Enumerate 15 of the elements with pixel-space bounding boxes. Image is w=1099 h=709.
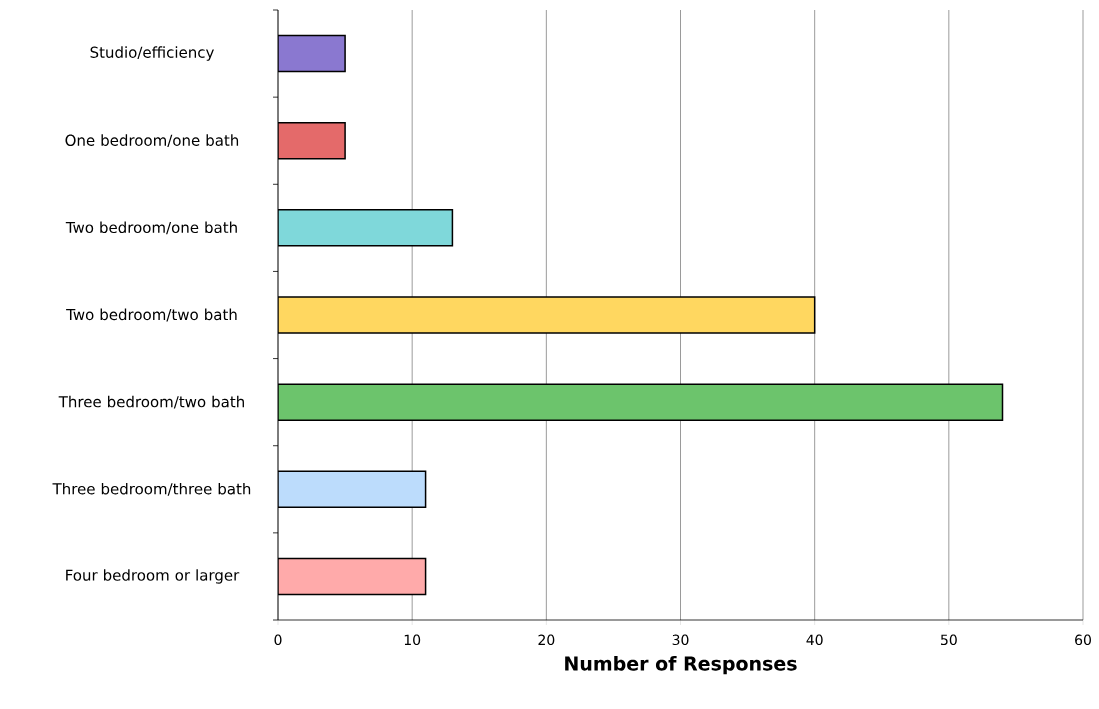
y-tick-label: Two bedroom/one bath: [65, 221, 237, 235]
x-tick-label: 10: [404, 634, 421, 646]
x-tick-label: 60: [1075, 634, 1091, 646]
x-tick-label: 30: [672, 634, 689, 646]
x-axis-title: Number of Responses: [565, 655, 797, 675]
x-tick-label: 40: [806, 634, 823, 646]
y-tick-label: Two bedroom/two bath: [66, 308, 237, 322]
x-tick-label: 50: [941, 634, 957, 646]
y-tick-label: One bedroom/one bath: [65, 134, 239, 148]
x-tick-label: 20: [538, 634, 555, 646]
y-tick-label: Three bedroom/three bath: [52, 482, 251, 496]
x-tick-label: 0: [274, 634, 282, 646]
y-tick-label: Three bedroom/two bath: [58, 395, 244, 409]
y-tick-label: Four bedroom or larger: [66, 569, 240, 584]
y-tick-label: Studio/efficiency: [90, 46, 214, 61]
